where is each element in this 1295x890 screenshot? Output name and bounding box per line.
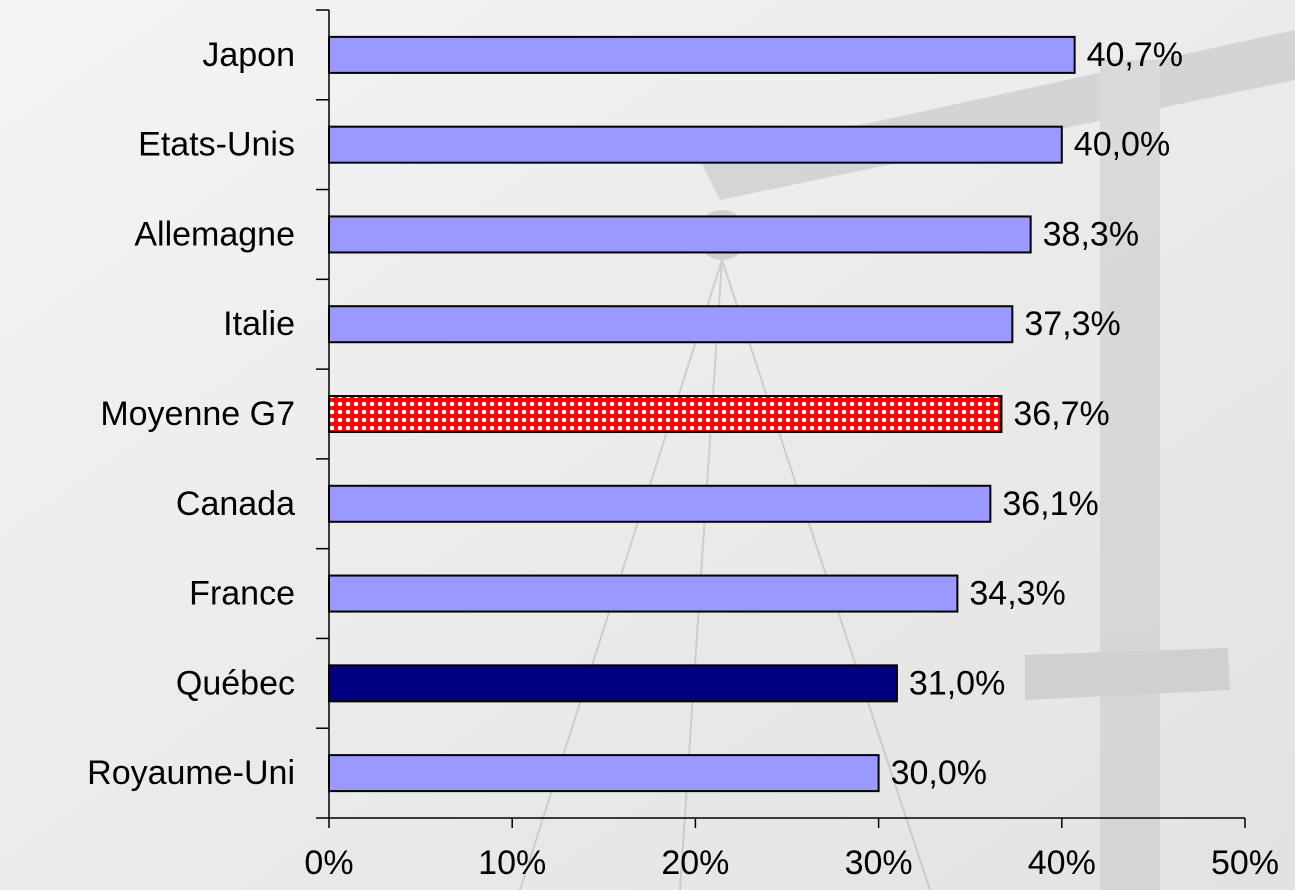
bar <box>328 574 959 613</box>
y-tick-label: Québec <box>176 664 295 702</box>
bar <box>328 215 1032 254</box>
y-tick-label: Etats-Unis <box>138 126 295 164</box>
bar <box>328 35 1076 74</box>
bar-pattern <box>328 395 1003 433</box>
y-tick-label: Italie <box>223 305 295 343</box>
x-tick-label: 10% <box>478 844 546 882</box>
value-label: 36,7% <box>1013 395 1109 433</box>
value-label: 30,0% <box>891 754 987 792</box>
x-tick-label: 30% <box>845 844 913 882</box>
value-label: 38,3% <box>1043 215 1139 253</box>
bar <box>328 664 898 703</box>
y-tick-label: Moyenne G7 <box>100 395 295 433</box>
y-tick-label: Allemagne <box>134 215 295 253</box>
value-label: 36,1% <box>1002 485 1098 523</box>
value-label: 31,0% <box>909 664 1005 702</box>
value-label: 34,3% <box>969 575 1065 613</box>
value-label: 40,0% <box>1074 126 1170 164</box>
x-tick-label: 40% <box>1028 844 1096 882</box>
y-tick-label: Canada <box>176 485 295 523</box>
y-tick-label: Royaume-Uni <box>87 754 295 792</box>
bar <box>328 125 1063 164</box>
x-tick-label: 20% <box>661 844 729 882</box>
y-tick-label: France <box>189 575 295 613</box>
bar <box>328 754 880 793</box>
x-tick-label: 0% <box>304 844 353 882</box>
x-tick-label: 50% <box>1211 844 1279 882</box>
y-tick-label: Japon <box>202 36 295 74</box>
bar <box>328 305 1014 344</box>
value-label: 37,3% <box>1024 305 1120 343</box>
value-label: 40,7% <box>1087 36 1183 74</box>
bar <box>328 484 992 523</box>
